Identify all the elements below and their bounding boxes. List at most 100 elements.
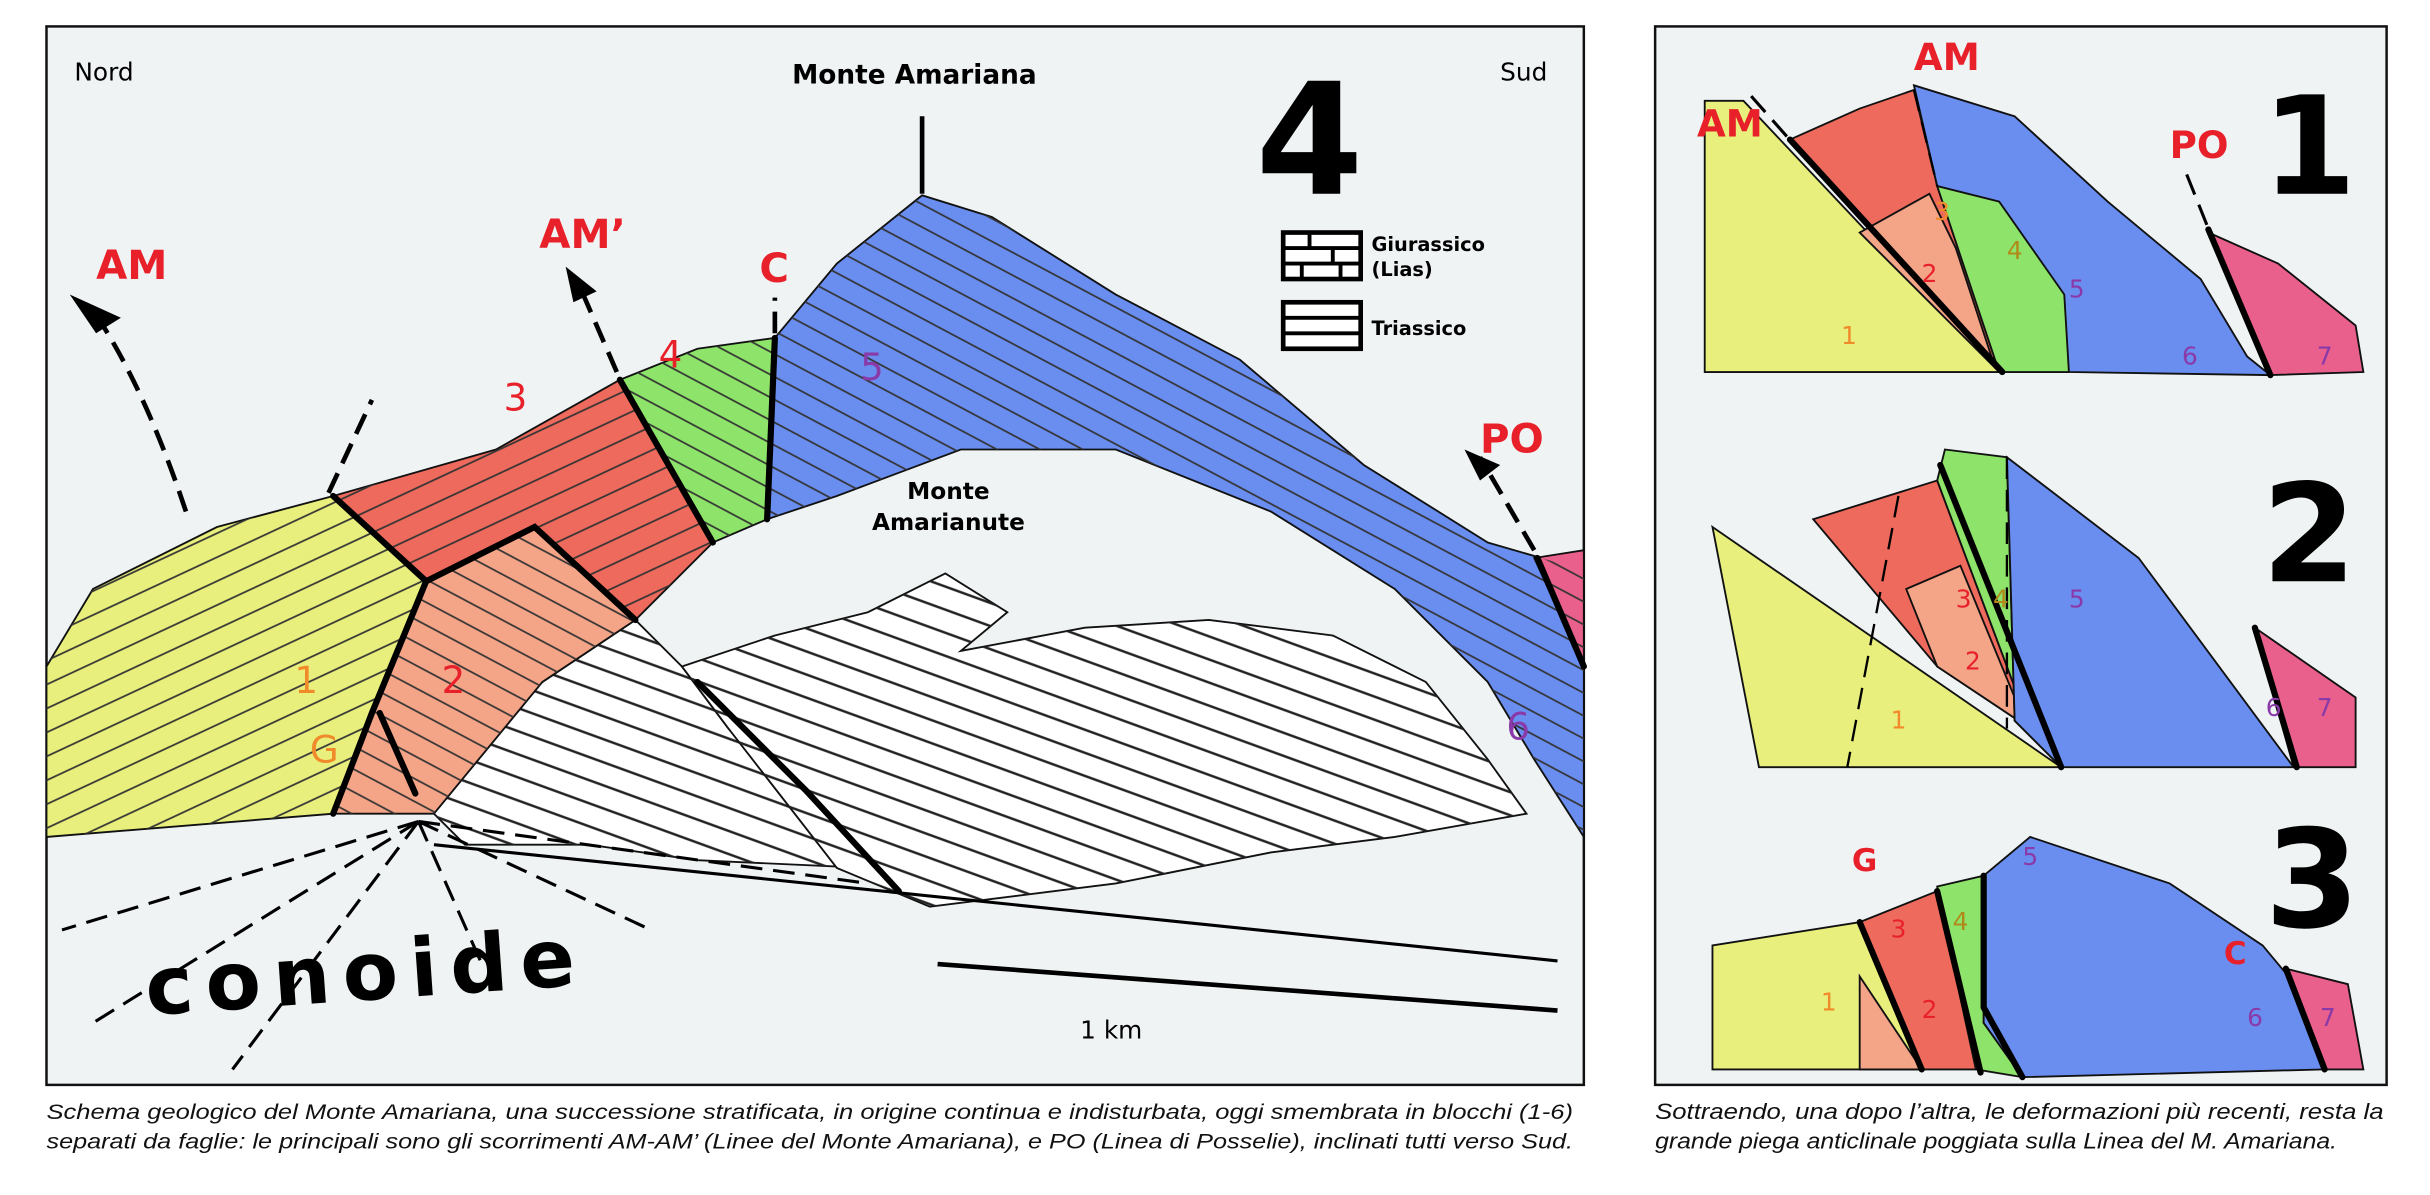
fault-line-2 — [423, 523, 639, 624]
hatch-overlay-3 — [333, 379, 713, 620]
stage-3-section: G C 1 2 3 4 5 6 7 3 — [1711, 801, 2365, 1081]
fault-line-g — [376, 709, 419, 797]
legend: Giurassico (Lias) Triassico — [1280, 230, 1485, 352]
legend-label-giurassico: Giurassico — [1372, 233, 1485, 256]
block-label-1: 1 — [294, 658, 318, 702]
north-label: Nord — [74, 58, 133, 87]
fault-label-am: AM — [96, 242, 167, 289]
stage-3-fault-am-prime — [1980, 872, 2026, 1081]
legend-swatch-lines — [1280, 299, 1364, 352]
stage-3-fault-g — [1856, 919, 1925, 1073]
arrow-head-am — [69, 294, 121, 334]
fault-line-am — [330, 492, 430, 817]
stage-2-block-5-6 — [2005, 455, 2296, 769]
stage-2-block-label-4: 4 — [1993, 585, 2009, 614]
stage-1-block-label-7: 7 — [2317, 341, 2333, 370]
stage-3-block-label-5: 5 — [2022, 842, 2038, 871]
block-label-g: G — [310, 728, 339, 772]
block-label-3: 3 — [504, 376, 528, 420]
stage-3-block-label-6: 6 — [2247, 1003, 2263, 1032]
arrow-head-po — [1464, 449, 1501, 481]
stage-1-section: AM AM PO 1 2 3 4 5 6 7 1 — [1697, 35, 2365, 379]
panel-number-4: 4 — [1256, 50, 1364, 231]
stage-2-block-1 — [1711, 524, 2065, 769]
fault-trace-am-2 — [326, 398, 375, 494]
triassic-hatch-center — [681, 573, 1527, 907]
block-label-2: 2 — [442, 658, 466, 702]
legend-label-lias: (Lias) — [1372, 258, 1433, 281]
fault-line-po — [1534, 554, 1587, 670]
stage-1-fault-label-po: PO — [2170, 123, 2229, 167]
stage-1-fault-po — [2205, 226, 2274, 379]
stage-3-fault-label-c: C — [2224, 936, 2247, 972]
stage-1-fault-trace-am-2 — [1912, 89, 1939, 187]
stage-3-fault-am — [1934, 888, 1984, 1076]
stage-1-block-label-1: 1 — [1841, 321, 1857, 350]
sub-peak-label-line-2: Amarianute — [872, 509, 1025, 536]
fault-label-po: PO — [1480, 416, 1544, 463]
stage-1-fault-am — [1786, 136, 2006, 376]
stage-2-block-label-3: 3 — [1956, 585, 1972, 614]
fault-line-center — [694, 678, 902, 895]
valley-line — [433, 843, 1558, 963]
stage-number-3: 3 — [2265, 801, 2360, 960]
stage-1-fault-label-am-top: AM — [1914, 35, 1980, 79]
hatch-overlay-4 — [619, 337, 775, 543]
stage-1-block-label-2: 2 — [1922, 259, 1938, 288]
main-caption-line-2: separati da faglie: le principali sono g… — [46, 1130, 1572, 1153]
fault-line-am-prime — [616, 376, 716, 546]
stage-number-1: 1 — [2262, 68, 2357, 227]
legend-swatch-brick — [1280, 230, 1364, 282]
stage-2-block-label-2: 2 — [1965, 647, 1981, 676]
stage-2-fault-trace — [1846, 457, 2009, 768]
side-caption-line-2: grande piega anticlinale poggiata sulla … — [1655, 1128, 2337, 1153]
hatch-overlay-2 — [333, 526, 636, 814]
stage-3-block-label-3: 3 — [1891, 915, 1907, 944]
stage-3-fault-c — [2282, 965, 2328, 1073]
fault-label-c: C — [759, 245, 789, 292]
stage-2-fault-po — [2251, 624, 2300, 771]
side-caption-line-1: Sottraendo, una dopo l’altra, le deforma… — [1655, 1099, 2383, 1124]
stage-2-block-label-1: 1 — [1891, 705, 1907, 734]
stage-3-block-label-4: 4 — [1953, 907, 1969, 936]
block-label-4: 4 — [659, 332, 683, 376]
stage-1-block-label-3: 3 — [1934, 197, 1950, 226]
fan-rays — [61, 819, 869, 1071]
main-panel: Nord Sud Monte Amariana 4 Giurassico (Li… — [45, 25, 1587, 1153]
stage-2-section: 3 4 5 2 1 6 7 2 — [1711, 448, 2357, 771]
stage-3-block-label-7: 7 — [2320, 1003, 2336, 1032]
hatch-overlay-1 — [46, 495, 427, 837]
stage-1-block-label-6: 6 — [2182, 341, 2198, 370]
stage-3-block-label-2: 2 — [1922, 995, 1938, 1024]
stage-1-fault-trace-po — [2183, 169, 2209, 226]
stage-1-block-label-5: 5 — [2069, 275, 2085, 304]
summit-label: Monte Amariana — [792, 61, 1037, 91]
stage-3-block-2 — [1858, 973, 1924, 1071]
fault-label-am-prime: AM’ — [539, 211, 626, 258]
stage-3-fault-label-g: G — [1852, 843, 1877, 879]
stage-1-fault-trace-am — [1750, 95, 1789, 138]
lines-pattern-icon — [1283, 315, 1361, 336]
brick-pattern-icon — [1283, 232, 1361, 280]
stage-1-block-label-4: 4 — [2007, 236, 2023, 265]
legend-label-triassico: Triassico — [1372, 317, 1467, 340]
stage-1-block-4 — [1935, 184, 2070, 373]
block-label-6: 6 — [1506, 704, 1530, 748]
side-panel: AM AM PO 1 2 3 4 5 6 7 1 3 4 5 2 1 — [1653, 25, 2388, 1153]
sub-peak-label-line-1: Monte — [907, 478, 990, 505]
fault-trace-po — [1477, 456, 1537, 552]
hatch-overlay-5 — [767, 195, 1584, 837]
stage-number-2: 2 — [2262, 455, 2357, 614]
main-caption-line-1: Schema geologico del Monte Amariana, una… — [46, 1101, 1572, 1124]
stage-2-fault — [1937, 461, 2065, 771]
south-label: Sud — [1500, 58, 1547, 87]
stage-2-block-label-7: 7 — [2317, 693, 2333, 722]
stage-1-fault-label-am-left: AM — [1697, 101, 1763, 145]
scale-bar — [937, 961, 1558, 1013]
arrow-head-am-prime — [565, 266, 597, 303]
stage-3-block-label-1: 1 — [1821, 988, 1837, 1017]
stage-2-block-label-6: 6 — [2266, 693, 2282, 722]
fault-line-c — [764, 334, 778, 523]
block-label-5: 5 — [860, 345, 884, 389]
